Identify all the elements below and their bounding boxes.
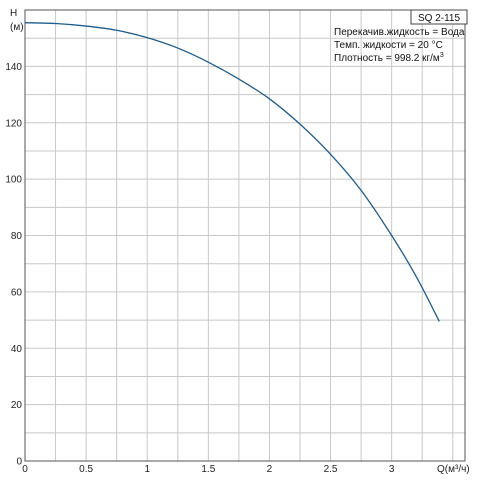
pump-label: SQ 2-115 — [418, 13, 460, 24]
y-axis-title: H — [10, 8, 17, 19]
grid-lines — [25, 10, 465, 461]
y-axis-ticks: 0 20 40 60 80 100 120 140 — [5, 62, 22, 468]
qh-curve-line — [24, 22, 440, 322]
info-density: Плотность = 998.2 кг/м3 — [334, 52, 444, 64]
x-tick-label: 1.5 — [201, 464, 215, 475]
info-liquid: Перекачив.жидкость = Вода — [334, 27, 465, 38]
y-tick-label: 60 — [11, 287, 23, 298]
y-tick-label: 80 — [11, 231, 23, 242]
x-tick-label: 2 — [267, 464, 273, 475]
y-tick-label: 40 — [11, 344, 23, 355]
y-tick-label: 0 — [16, 457, 22, 468]
x-tick-label: 2.5 — [324, 464, 338, 475]
y-tick-label: 20 — [11, 400, 23, 411]
y-tick-label: 140 — [5, 62, 22, 73]
x-tick-label: 1 — [144, 464, 150, 475]
x-axis-title: Q(м³/ч) — [437, 464, 470, 475]
y-tick-label: 120 — [5, 118, 22, 129]
x-tick-label: 3 — [389, 464, 395, 475]
plot-frame — [24, 9, 466, 462]
x-tick-label: 0.5 — [79, 464, 93, 475]
x-tick-label: 0 — [22, 464, 28, 475]
pump-label-box — [410, 9, 468, 25]
info-density-exponent: 3 — [440, 52, 444, 59]
y-tick-label: 100 — [5, 175, 22, 186]
x-axis-ticks: 0 0.5 1 1.5 2 2.5 3 — [22, 464, 395, 475]
y-axis-unit: (м) — [10, 22, 24, 33]
info-density-text: Плотность = 998.2 кг/м — [334, 53, 440, 64]
info-temperature: Темп. жидкости = 20 °C — [334, 40, 443, 51]
